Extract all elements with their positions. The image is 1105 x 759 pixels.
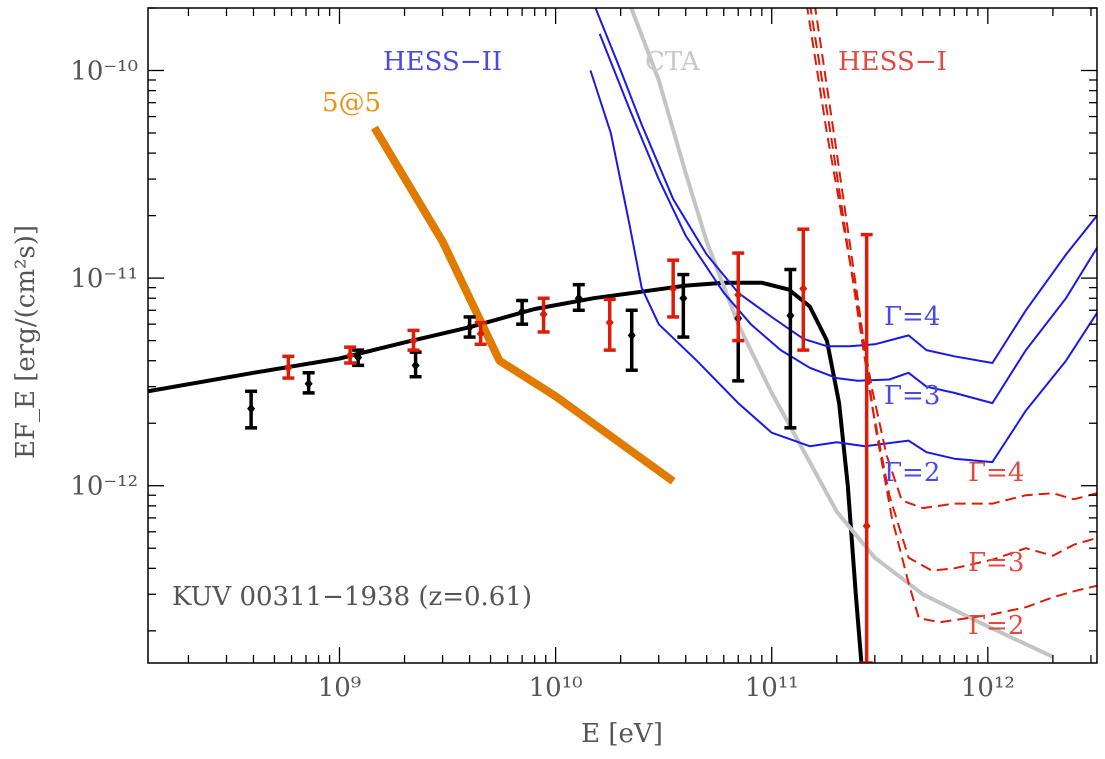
data-point-black xyxy=(625,308,638,372)
x-tick-label: 10⁹ xyxy=(318,673,362,703)
data-point-black xyxy=(677,272,690,339)
data-point-black xyxy=(784,267,797,430)
y-axis-title: EF_E [erg/(cm²s)] xyxy=(11,225,41,459)
data-point-red xyxy=(732,251,745,343)
x-tick-labels: 10⁹ 10¹⁰ 10¹¹ 10¹² xyxy=(318,673,1015,703)
data-marker xyxy=(304,378,313,389)
series-line-hess-ii-g3 xyxy=(598,33,1097,405)
data-marker xyxy=(346,350,355,361)
data-point-black xyxy=(572,282,585,313)
data-marker xyxy=(786,310,795,321)
data-marker xyxy=(247,403,256,414)
data-marker xyxy=(679,293,688,304)
x-tick-label: 10¹¹ xyxy=(745,673,799,703)
data-point-black xyxy=(352,348,365,368)
data-point-black xyxy=(516,298,529,326)
data-point-red xyxy=(282,354,295,380)
data-marker xyxy=(669,283,678,294)
data-point-black xyxy=(463,315,476,339)
data-point-black xyxy=(409,350,422,379)
series-line-5-5 xyxy=(370,125,676,485)
y-tick-label: 10⁻¹¹ xyxy=(70,264,138,294)
data-marker xyxy=(799,283,808,294)
series-line-hess-i-g2 xyxy=(814,8,1097,624)
data-marker xyxy=(574,293,583,304)
data-point-red xyxy=(667,258,680,319)
cta-label: CTA xyxy=(645,47,701,77)
data-marker xyxy=(862,520,871,531)
y-tick-labels: 10⁻¹² 10⁻¹¹ 10⁻¹⁰ xyxy=(70,56,138,501)
orange-curve-label: 5@5 xyxy=(322,88,381,118)
blue-gamma2-label: Γ=2 xyxy=(884,458,940,488)
data-point-black xyxy=(245,389,258,430)
data-marker xyxy=(476,328,485,339)
data-point-black xyxy=(302,371,315,395)
data-point-red xyxy=(344,345,357,365)
data-points-layer xyxy=(245,227,873,663)
data-point-red xyxy=(603,297,616,352)
red-gamma4-label: Γ=4 xyxy=(968,458,1024,488)
data-marker xyxy=(465,322,474,333)
x-tick-label: 10¹⁰ xyxy=(529,673,583,703)
series-line-hess-ii-g4 xyxy=(594,8,1097,364)
tick-marks xyxy=(148,7,1097,663)
series-line-hess-i-g4 xyxy=(806,8,1097,510)
y-tick-label: 10⁻¹⁰ xyxy=(70,56,138,86)
series-line-hess-i-g3 xyxy=(809,8,1097,572)
source-label: KUV 00311−1938 (z=0.61) xyxy=(172,582,532,612)
data-point-red xyxy=(474,320,487,347)
data-marker xyxy=(409,335,418,346)
data-marker xyxy=(354,352,363,363)
data-marker xyxy=(284,362,293,373)
data-point-red xyxy=(797,227,810,352)
red-gamma2-label: Γ=2 xyxy=(968,611,1024,641)
series-line-model xyxy=(148,280,864,663)
data-marker xyxy=(539,309,548,320)
data-marker xyxy=(734,289,743,300)
data-marker xyxy=(411,360,420,371)
hess1-label: HESS−I xyxy=(838,47,947,77)
data-marker xyxy=(518,306,527,317)
data-point-red xyxy=(537,296,550,334)
red-gamma3-label: Γ=3 xyxy=(968,548,1024,578)
x-tick-label: 10¹² xyxy=(961,673,1015,703)
x-axis-title: E [eV] xyxy=(581,719,663,749)
blue-gamma3-label: Γ=3 xyxy=(884,381,940,411)
plot-frame xyxy=(147,7,1098,664)
curves-layer xyxy=(148,8,1097,663)
series-line-hess-ii-g2 xyxy=(589,70,1097,464)
data-point-red xyxy=(860,232,873,663)
data-marker xyxy=(605,317,614,328)
blue-gamma4-label: Γ=4 xyxy=(884,302,940,332)
hess2-label: HESS−II xyxy=(383,47,502,77)
y-tick-label: 10⁻¹² xyxy=(70,472,138,502)
data-point-red xyxy=(407,328,420,352)
data-marker xyxy=(627,330,636,341)
